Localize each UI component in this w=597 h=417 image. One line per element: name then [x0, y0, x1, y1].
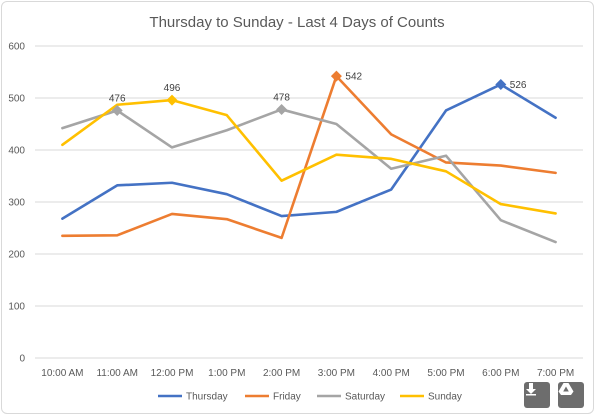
data-point-marker[interactable] — [276, 103, 288, 115]
google-drive-icon — [558, 383, 574, 395]
x-tick-label: 10:00 AM — [41, 368, 83, 379]
y-axis-ticks: 0 100 200 300 400 500 600 — [8, 42, 25, 365]
legend-label-saturday[interactable]: Saturday — [345, 392, 385, 403]
series-line-sunday[interactable] — [61, 98, 557, 215]
y-tick-label: 300 — [8, 198, 25, 209]
data-point-marker[interactable] — [495, 78, 507, 90]
data-point-marker[interactable] — [111, 104, 123, 116]
y-tick-label: 200 — [8, 250, 25, 261]
legend: Thursday Friday Saturday Sunday — [158, 392, 462, 403]
x-tick-label: 2:00 PM — [263, 368, 300, 379]
data-point-marker[interactable] — [166, 94, 178, 106]
x-tick-label: 4:00 PM — [373, 368, 410, 379]
legend-label-sunday[interactable]: Sunday — [428, 392, 462, 403]
x-tick-label: 1:00 PM — [208, 368, 245, 379]
data-label: 476 — [109, 93, 126, 104]
data-label: 478 — [273, 92, 290, 103]
data-label: 496 — [164, 83, 181, 94]
legend-label-thursday[interactable]: Thursday — [186, 392, 228, 403]
drive-button[interactable] — [558, 382, 584, 408]
x-tick-label: 7:00 PM — [537, 368, 574, 379]
series-line-friday[interactable] — [61, 74, 557, 240]
chart-title: Thursday to Sunday - Last 4 Days of Coun… — [149, 14, 444, 31]
x-axis-ticks: 10:00 AM 11:00 AM 12:00 PM 1:00 PM 2:00 PM 3:… — [41, 368, 574, 379]
x-tick-label: 6:00 PM — [482, 368, 519, 379]
y-tick-label: 600 — [8, 42, 25, 53]
y-tick-label: 0 — [19, 354, 25, 365]
x-tick-label: 11:00 AM — [96, 368, 138, 379]
legend-label-friday[interactable]: Friday — [273, 392, 301, 403]
y-tick-label: 500 — [8, 94, 25, 105]
data-label: 526 — [510, 80, 527, 91]
series-lines — [61, 74, 557, 244]
data-label: 542 — [345, 72, 362, 83]
data-point-marker[interactable] — [330, 70, 342, 82]
grid-lines — [35, 45, 583, 359]
y-tick-label: 400 — [8, 146, 25, 157]
x-tick-label: 5:00 PM — [427, 368, 464, 379]
y-tick-label: 100 — [8, 302, 25, 313]
series-line-saturday[interactable] — [61, 108, 557, 244]
download-arrow-icon — [526, 383, 536, 396]
series-line-thursday[interactable] — [61, 83, 557, 220]
download-button[interactable] — [524, 382, 550, 408]
x-tick-label: 3:00 PM — [318, 368, 355, 379]
x-tick-label: 12:00 PM — [151, 368, 194, 379]
data-labels: 476 496 478 542 526 — [109, 70, 527, 116]
